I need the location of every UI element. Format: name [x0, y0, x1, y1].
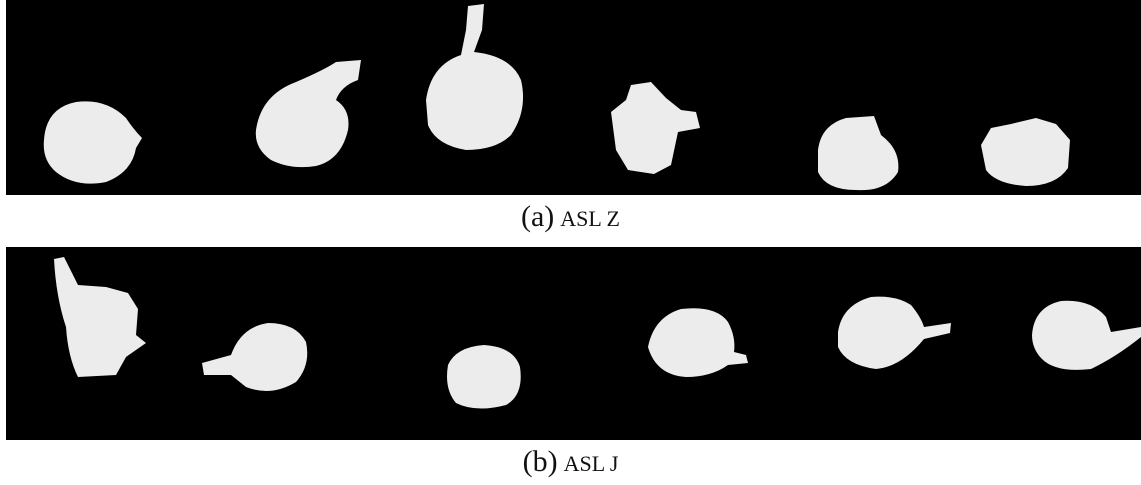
background — [6, 0, 1141, 195]
image-strip — [6, 0, 1141, 195]
caption-text: ASL Z — [560, 206, 620, 231]
caption-label: (a) — [521, 200, 554, 233]
caption-label: (b) — [523, 445, 558, 478]
caption: (b)ASL J — [0, 445, 1141, 479]
hand-shape — [981, 118, 1070, 186]
caption-text: ASL J — [564, 451, 619, 476]
background — [6, 247, 1141, 440]
caption: (a)ASL Z — [0, 200, 1141, 234]
figure: (a)ASL Z (b)ASL J — [0, 0, 1141, 485]
image-strip — [6, 247, 1141, 440]
hand-shape — [447, 345, 521, 409]
